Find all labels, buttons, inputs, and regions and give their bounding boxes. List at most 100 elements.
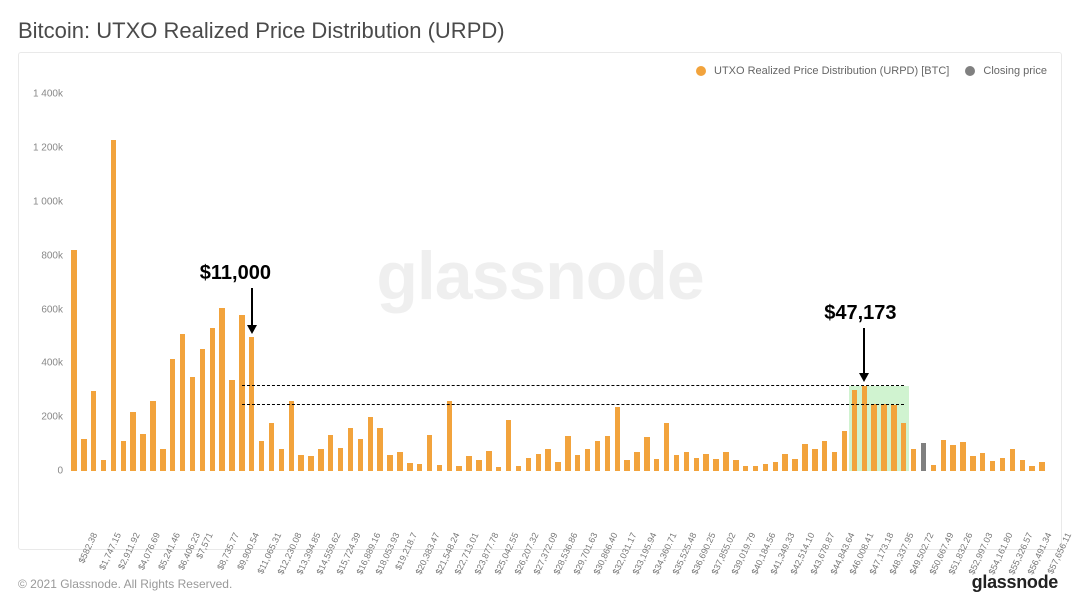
urpd-bar [338, 448, 343, 471]
urpd-bar [239, 315, 244, 471]
urpd-bar [624, 460, 629, 471]
urpd-bar [516, 466, 521, 471]
urpd-bar [862, 386, 867, 471]
urpd-bar [565, 436, 570, 471]
urpd-bar [81, 439, 86, 471]
urpd-bar [1039, 462, 1044, 471]
legend-item-series: UTXO Realized Price Distribution (URPD) … [696, 65, 949, 77]
urpd-bar [536, 454, 541, 471]
urpd-bar [397, 452, 402, 471]
urpd-bar [476, 460, 481, 471]
urpd-bar [269, 423, 274, 471]
urpd-bar [615, 407, 620, 471]
urpd-bar [368, 417, 373, 471]
urpd-bar [427, 435, 432, 471]
urpd-bar [832, 452, 837, 471]
urpd-bar [634, 452, 639, 471]
reference-line [242, 385, 904, 386]
urpd-bar [407, 463, 412, 471]
urpd-bar [506, 420, 511, 471]
annotation-label: $47,173 [824, 302, 896, 325]
urpd-bar [960, 442, 965, 471]
urpd-bar [782, 454, 787, 471]
urpd-bar [911, 449, 916, 471]
urpd-bar [970, 456, 975, 471]
x-tick-label: $582.38 [76, 531, 99, 565]
urpd-bar [713, 459, 718, 471]
urpd-bar [437, 465, 442, 471]
urpd-bar [605, 436, 610, 471]
urpd-bar [456, 466, 461, 471]
urpd-bar [891, 405, 896, 471]
urpd-bar [545, 449, 550, 471]
urpd-bar [150, 401, 155, 471]
urpd-bar [298, 455, 303, 471]
y-tick: 200k [19, 412, 63, 423]
y-tick: 800k [19, 250, 63, 261]
urpd-chart: glassnode UTXO Realized Price Distributi… [18, 52, 1062, 550]
urpd-bar [743, 466, 748, 471]
urpd-bar [733, 460, 738, 471]
urpd-bar [723, 452, 728, 471]
y-tick: 1 000k [19, 197, 63, 208]
y-tick: 0 [19, 466, 63, 477]
closing-price-bar [921, 443, 926, 471]
urpd-bar [160, 449, 165, 471]
urpd-bar [812, 449, 817, 471]
urpd-bar [170, 359, 175, 471]
urpd-bar [219, 308, 224, 471]
urpd-bar [852, 390, 857, 471]
urpd-bar [654, 459, 659, 471]
urpd-bar [318, 449, 323, 471]
urpd-bar [1010, 449, 1015, 471]
urpd-bar [753, 466, 758, 471]
urpd-bar [871, 404, 876, 471]
urpd-bar [773, 462, 778, 471]
urpd-bar [190, 377, 195, 471]
urpd-bar [259, 441, 264, 471]
urpd-bar [763, 464, 768, 471]
page-title: Bitcoin: UTXO Realized Price Distributio… [18, 18, 505, 44]
urpd-bar [210, 328, 215, 471]
urpd-bar [289, 401, 294, 471]
urpd-bar [526, 458, 531, 471]
urpd-bar [1029, 466, 1034, 471]
urpd-bar [684, 452, 689, 471]
urpd-bar [931, 465, 936, 471]
urpd-bar [130, 412, 135, 471]
legend-swatch-series [696, 66, 706, 76]
urpd-bar [703, 454, 708, 471]
urpd-bar [180, 334, 185, 471]
urpd-bar [941, 440, 946, 471]
y-tick: 600k [19, 304, 63, 315]
urpd-bar [1020, 460, 1025, 471]
urpd-bar [980, 453, 985, 471]
urpd-bar [644, 437, 649, 471]
footer-copyright: © 2021 Glassnode. All Rights Reserved. [18, 577, 232, 591]
legend-label-closing: Closing price [983, 65, 1047, 77]
x-axis-labels: $582.38$1,747.15$2,911.92$4,076.69$5,241… [69, 473, 1047, 547]
glassnode-logo: glassnode [972, 572, 1058, 593]
urpd-bar [664, 423, 669, 471]
urpd-bar [121, 441, 126, 471]
legend-item-closing: Closing price [965, 65, 1047, 77]
reference-line [242, 404, 904, 405]
urpd-bar [377, 428, 382, 471]
urpd-bar [111, 140, 116, 471]
urpd-bar [595, 441, 600, 471]
urpd-bar [279, 449, 284, 471]
urpd-bar [575, 455, 580, 471]
y-tick: 400k [19, 358, 63, 369]
urpd-bar [496, 467, 501, 471]
urpd-bar [417, 464, 422, 471]
urpd-bar [555, 462, 560, 471]
bars-container: $11,000$47,173 [69, 81, 1047, 471]
legend-swatch-closing [965, 66, 975, 76]
urpd-bar [950, 445, 955, 471]
urpd-bar [881, 404, 886, 471]
urpd-bar [585, 449, 590, 471]
urpd-bar [387, 455, 392, 471]
urpd-bar [466, 456, 471, 471]
plot-area: $11,000$47,173 [69, 81, 1047, 471]
urpd-bar [447, 401, 452, 471]
